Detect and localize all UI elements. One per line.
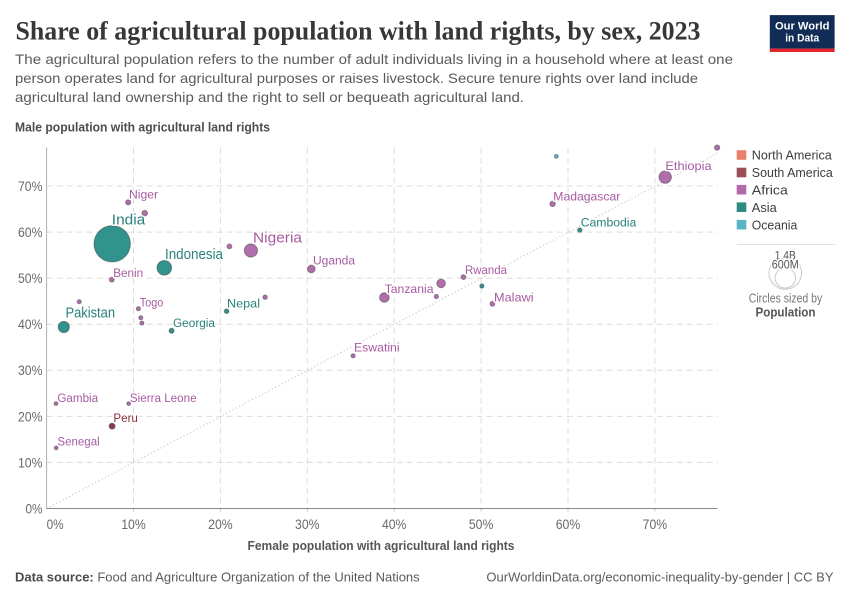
svg-text:Ethiopia: Ethiopia [665, 159, 711, 173]
svg-text:Madagascar: Madagascar [553, 190, 620, 204]
svg-text:Georgia: Georgia [173, 316, 215, 330]
svg-text:50%: 50% [469, 517, 494, 532]
svg-text:30%: 30% [295, 517, 320, 532]
svg-text:OurWorldinData.org/economic-in: OurWorldinData.org/economic-inequality-b… [486, 569, 833, 584]
svg-text:Female population with agricul: Female population with agricultural land… [248, 538, 515, 553]
svg-text:person operates land for agric: person operates land for agricultural pu… [15, 70, 698, 86]
svg-text:70%: 70% [18, 179, 43, 194]
svg-text:600M: 600M [772, 260, 799, 272]
svg-text:Asia: Asia [752, 200, 778, 215]
svg-text:Oceania: Oceania [752, 217, 798, 232]
svg-text:Tanzania: Tanzania [385, 282, 434, 296]
svg-text:10%: 10% [121, 517, 146, 532]
svg-text:Peru: Peru [113, 411, 137, 425]
svg-text:India: India [112, 213, 146, 229]
svg-text:50%: 50% [18, 271, 43, 286]
svg-text:40%: 40% [382, 517, 407, 532]
svg-text:North America: North America [752, 148, 833, 163]
svg-text:30%: 30% [18, 363, 43, 378]
svg-text:in Data: in Data [785, 33, 820, 45]
svg-text:South America: South America [752, 165, 834, 180]
svg-text:Eswatini: Eswatini [354, 341, 400, 355]
svg-text:Togo: Togo [140, 295, 164, 309]
svg-text:Nigeria: Nigeria [253, 230, 303, 246]
svg-text:Niger: Niger [129, 187, 158, 201]
svg-text:60%: 60% [18, 225, 43, 240]
svg-text:20%: 20% [18, 409, 43, 424]
svg-text:The agricultural population re: The agricultural population refers to th… [15, 51, 733, 67]
svg-text:Africa: Africa [752, 182, 789, 197]
svg-text:Population: Population [756, 305, 816, 320]
svg-text:Nepal: Nepal [227, 296, 260, 310]
svg-text:Uganda: Uganda [313, 254, 355, 268]
svg-text:Malawi: Malawi [494, 291, 534, 305]
svg-text:Sierra Leone: Sierra Leone [130, 391, 197, 405]
svg-text:20%: 20% [208, 517, 233, 532]
svg-text:1.4B: 1.4B [775, 249, 796, 263]
svg-text:Benin: Benin [113, 266, 143, 280]
svg-text:60%: 60% [556, 517, 581, 532]
svg-text:agricultural land ownership an: agricultural land ownership and the righ… [15, 89, 524, 105]
svg-text:10%: 10% [18, 455, 43, 470]
svg-text:Circles sized by: Circles sized by [749, 292, 823, 306]
svg-text:Indonesia: Indonesia [165, 247, 224, 263]
svg-text:Rwanda: Rwanda [465, 263, 507, 277]
svg-text:40%: 40% [18, 317, 43, 332]
svg-text:70%: 70% [643, 517, 668, 532]
svg-text:Data source: Food and Agricult: Data source: Food and Agriculture Organi… [15, 569, 420, 584]
svg-text:Our World: Our World [775, 20, 830, 32]
svg-text:Share of agricultural populati: Share of agricultural population with la… [16, 15, 701, 45]
svg-text:0%: 0% [47, 517, 64, 532]
svg-text:Gambia: Gambia [57, 391, 98, 405]
svg-text:Cambodia: Cambodia [581, 216, 637, 230]
svg-text:Pakistan: Pakistan [66, 305, 116, 321]
svg-text:Male population with agricultu: Male population with agricultural land r… [15, 119, 270, 134]
svg-text:0%: 0% [26, 501, 43, 516]
svg-text:Senegal: Senegal [57, 434, 99, 448]
